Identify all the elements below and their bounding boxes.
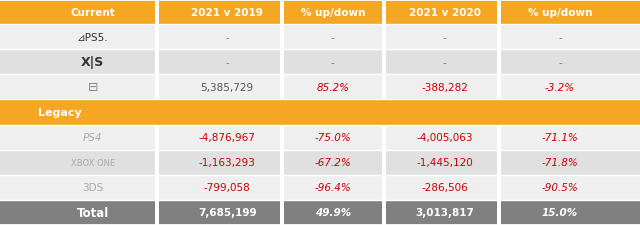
Text: X|S: X|S bbox=[81, 56, 104, 69]
Text: -1,163,293: -1,163,293 bbox=[199, 158, 255, 167]
Bar bbox=[497, 50, 501, 75]
Text: % up/down: % up/down bbox=[301, 7, 365, 18]
Text: -: - bbox=[443, 58, 447, 68]
Bar bbox=[0, 0, 640, 25]
Text: Total: Total bbox=[77, 206, 109, 219]
Bar bbox=[155, 0, 159, 25]
Text: XBOX ONE: XBOX ONE bbox=[70, 158, 115, 167]
Text: -90.5%: -90.5% bbox=[541, 182, 579, 192]
Bar bbox=[0, 150, 640, 175]
Text: -799,058: -799,058 bbox=[204, 182, 251, 192]
Text: ⊿PS5.: ⊿PS5. bbox=[77, 33, 109, 43]
Bar bbox=[0, 100, 640, 125]
Bar bbox=[382, 50, 386, 75]
Text: 49.9%: 49.9% bbox=[315, 207, 351, 218]
Bar bbox=[497, 150, 501, 175]
Bar bbox=[280, 25, 284, 50]
Bar bbox=[382, 75, 386, 100]
Text: -: - bbox=[331, 58, 335, 68]
Bar bbox=[0, 25, 640, 50]
Bar bbox=[280, 75, 284, 100]
Text: -67.2%: -67.2% bbox=[314, 158, 351, 167]
Bar bbox=[280, 200, 284, 225]
Text: 15.0%: 15.0% bbox=[542, 207, 578, 218]
Text: -96.4%: -96.4% bbox=[314, 182, 351, 192]
Text: -71.8%: -71.8% bbox=[541, 158, 579, 167]
Bar bbox=[497, 200, 501, 225]
Text: 3DS: 3DS bbox=[82, 182, 104, 192]
Bar bbox=[497, 25, 501, 50]
Bar bbox=[155, 25, 159, 50]
Bar bbox=[497, 175, 501, 200]
Bar bbox=[382, 125, 386, 150]
Text: 5,385,729: 5,385,729 bbox=[200, 83, 254, 92]
Text: 7,685,199: 7,685,199 bbox=[198, 207, 257, 218]
Text: -1,445,120: -1,445,120 bbox=[417, 158, 473, 167]
Text: -4,876,967: -4,876,967 bbox=[199, 133, 255, 142]
Bar bbox=[155, 75, 159, 100]
Text: -: - bbox=[225, 33, 229, 43]
Bar bbox=[280, 50, 284, 75]
Text: -388,282: -388,282 bbox=[421, 83, 468, 92]
Text: -: - bbox=[558, 33, 562, 43]
Text: 2021 v 2020: 2021 v 2020 bbox=[409, 7, 481, 18]
Bar bbox=[382, 150, 386, 175]
Bar bbox=[0, 75, 640, 100]
Bar bbox=[382, 0, 386, 25]
Text: 3,013,817: 3,013,817 bbox=[415, 207, 474, 218]
Text: 2021 v 2019: 2021 v 2019 bbox=[191, 7, 263, 18]
Text: -4,005,063: -4,005,063 bbox=[417, 133, 473, 142]
Text: -3.2%: -3.2% bbox=[545, 83, 575, 92]
Text: -: - bbox=[443, 33, 447, 43]
Text: -: - bbox=[331, 33, 335, 43]
Bar bbox=[155, 175, 159, 200]
Bar bbox=[0, 50, 640, 75]
Bar bbox=[155, 50, 159, 75]
Text: Legacy: Legacy bbox=[38, 108, 82, 117]
Bar bbox=[280, 0, 284, 25]
Bar bbox=[0, 200, 640, 225]
Bar bbox=[497, 125, 501, 150]
Bar bbox=[155, 125, 159, 150]
Text: -: - bbox=[225, 58, 229, 68]
Bar bbox=[382, 200, 386, 225]
Bar bbox=[155, 200, 159, 225]
Bar bbox=[497, 75, 501, 100]
Bar bbox=[382, 175, 386, 200]
Text: -286,506: -286,506 bbox=[421, 182, 468, 192]
Text: -75.0%: -75.0% bbox=[314, 133, 351, 142]
Bar bbox=[0, 175, 640, 200]
Bar bbox=[280, 125, 284, 150]
Bar bbox=[382, 25, 386, 50]
Bar bbox=[155, 150, 159, 175]
Bar bbox=[497, 0, 501, 25]
Text: Current: Current bbox=[70, 7, 115, 18]
Bar bbox=[280, 175, 284, 200]
Text: 85.2%: 85.2% bbox=[316, 83, 349, 92]
Text: -71.1%: -71.1% bbox=[541, 133, 579, 142]
Bar bbox=[280, 150, 284, 175]
Text: % up/down: % up/down bbox=[528, 7, 592, 18]
Text: -: - bbox=[558, 58, 562, 68]
Text: ⊟: ⊟ bbox=[88, 81, 98, 94]
Bar bbox=[0, 125, 640, 150]
Text: PS4: PS4 bbox=[83, 133, 102, 142]
